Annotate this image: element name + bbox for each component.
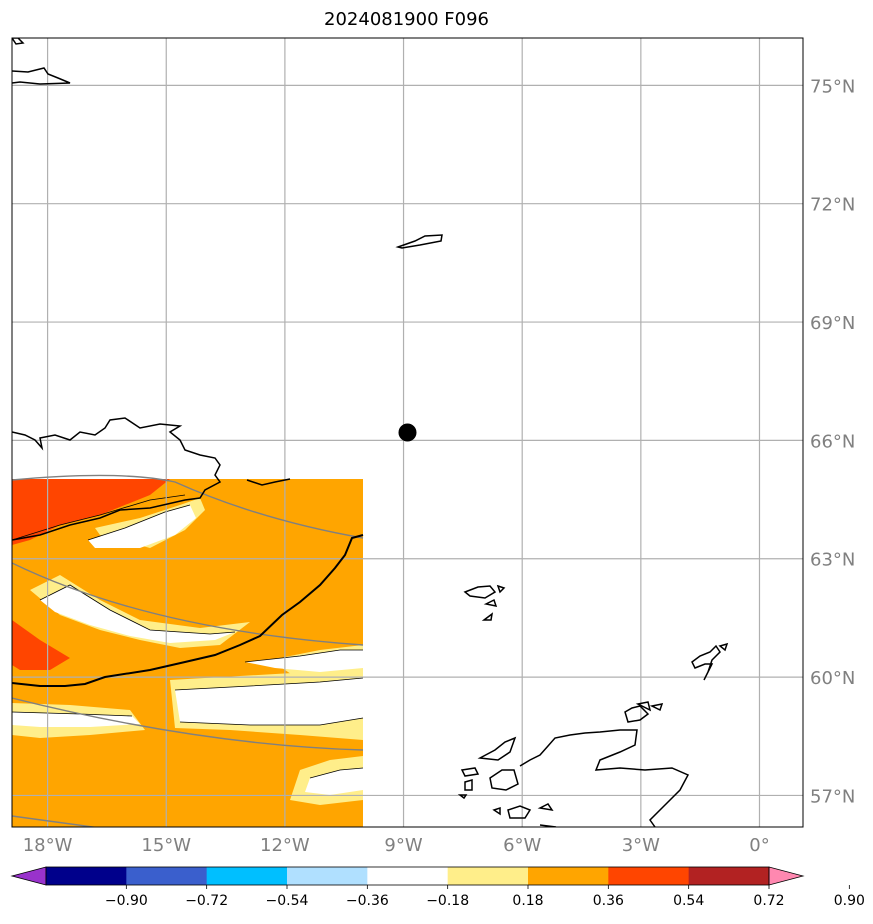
colorbar: −0.90 −0.72 −0.54 −0.36 −0.18 0.18 0.36 0.54 0.7… xyxy=(10,866,865,909)
colorbar-tick-label: −0.72 xyxy=(185,893,228,909)
colorbar-tick-label: −0.90 xyxy=(105,893,148,909)
colorbar-tick-label: 0.18 xyxy=(512,893,543,909)
colorbar-tick-label: 0.72 xyxy=(753,893,784,909)
colorbar-segment xyxy=(528,867,609,885)
chart-title: 2024081900 F096 xyxy=(324,9,489,30)
coastlines xyxy=(12,38,729,827)
colorbar-tick-label: 0.54 xyxy=(673,893,704,909)
colorbar-segment xyxy=(608,867,690,885)
grid-lines xyxy=(12,38,803,827)
lon-tick-label: 12°W xyxy=(260,835,310,856)
colorbar-tick-label: 0.36 xyxy=(593,893,624,909)
colorbar-extend-high xyxy=(768,866,805,886)
colorbar-segment xyxy=(206,867,288,885)
lat-tick-label: 63°N xyxy=(810,550,855,571)
colorbar-segment xyxy=(126,867,208,885)
colorbar-outline xyxy=(45,866,770,886)
latitude-labels: 75°N 72°N 69°N 66°N 63°N 60°N 57°N xyxy=(810,76,855,807)
lat-tick-label: 69°N xyxy=(810,313,855,334)
location-marker xyxy=(398,423,417,442)
lat-tick-label: 75°N xyxy=(810,76,855,97)
lat-tick-label: 72°N xyxy=(810,195,855,216)
range-arcs xyxy=(12,474,364,827)
contour-fill xyxy=(12,479,364,827)
lon-tick-label: 9°W xyxy=(384,835,422,856)
map-frame xyxy=(11,37,804,828)
colorbar-segment xyxy=(46,867,127,885)
lon-tick-label: 0° xyxy=(749,835,769,856)
lat-tick-label: 66°N xyxy=(810,431,855,452)
colorbar-segment xyxy=(688,867,770,885)
lon-tick-label: 3°W xyxy=(622,835,660,856)
colorbar-extend-low xyxy=(10,866,47,886)
longitude-labels: 18°W 15°W 12°W 9°W 6°W 3°W 0° xyxy=(23,835,770,856)
colorbar-segment xyxy=(287,867,368,885)
track-line xyxy=(12,534,364,687)
lon-tick-label: 18°W xyxy=(23,835,73,856)
lat-tick-label: 57°N xyxy=(810,786,855,807)
colorbar-segment xyxy=(367,867,449,885)
lat-tick-label: 60°N xyxy=(810,668,855,689)
colorbar-tick-label: −0.36 xyxy=(346,893,389,909)
colorbar-segment xyxy=(447,867,529,885)
lon-tick-label: 6°W xyxy=(503,835,541,856)
colorbar-tick-label: −0.54 xyxy=(266,893,309,909)
colorbar-tick-label: 0.90 xyxy=(834,893,865,909)
lon-tick-label: 15°W xyxy=(141,835,191,856)
colorbar-tick-label: −0.18 xyxy=(426,893,469,909)
